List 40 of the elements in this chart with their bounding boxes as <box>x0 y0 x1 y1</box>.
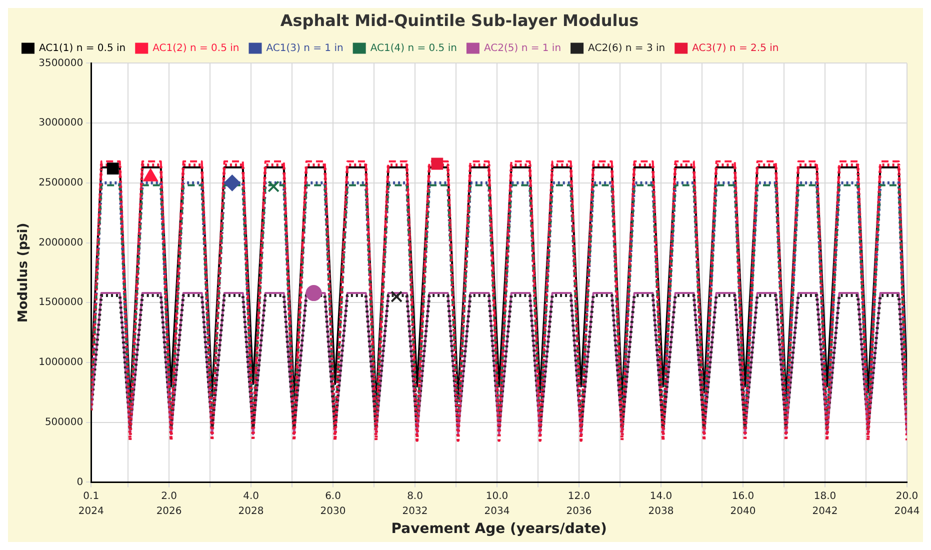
x2-tick-label: 2026 <box>156 506 182 517</box>
chart-title: Asphalt Mid-Quintile Sub-layer Modulus <box>280 10 639 30</box>
x-tick-label: 8.0 <box>407 490 423 502</box>
x-tick-label: 14.0 <box>650 490 672 502</box>
x-tick-label: 20.0 <box>896 490 918 502</box>
x2-tick-label: 2044 <box>894 506 920 517</box>
x2-tick-label: 2036 <box>566 506 592 517</box>
x-tick-label: 2.0 <box>161 490 177 502</box>
y-tick-label: 500000 <box>44 416 84 428</box>
y-tick-label: 3500000 <box>38 58 84 69</box>
y-tick-label: 0 <box>76 476 84 488</box>
x2-tick-label: 2040 <box>730 506 756 517</box>
x-tick-label: 6.0 <box>325 490 341 502</box>
y-tick-label: 3000000 <box>38 118 84 129</box>
legend-label: AC1(3) n = 1 in <box>266 42 344 54</box>
x2-tick-label: 2034 <box>484 506 510 517</box>
x2-tick-label: 2038 <box>648 506 674 517</box>
x2-tick-label: 2030 <box>320 506 346 517</box>
legend-label: AC1(4) n = 0.5 in <box>370 42 457 54</box>
x-tick-label: 18.0 <box>814 490 836 502</box>
x-axis-title: Pavement Age (years/date) <box>391 521 607 538</box>
y-tick-label: 1000000 <box>38 357 84 368</box>
y-tick-label: 2000000 <box>38 237 84 248</box>
y-axis-title: Modulus (psi) <box>16 222 32 323</box>
x-tick-label: 12.0 <box>568 490 590 502</box>
x-tick-label: 16.0 <box>732 490 754 502</box>
x-tick-label: 0.1 <box>83 490 100 502</box>
y-tick-label: 2500000 <box>38 178 84 189</box>
x2-tick-label: 2032 <box>402 506 428 517</box>
legend-label: AC1(1) n = 0.5 in <box>39 42 126 54</box>
legend-label: AC2(6) n = 3 in <box>588 42 666 54</box>
x-tick-label: 10.0 <box>486 490 508 502</box>
x2-tick-label: 2024 <box>78 506 104 517</box>
x2-tick-label: 2042 <box>812 506 838 517</box>
y-tick-label: 1500000 <box>38 297 84 308</box>
x2-tick-label: 2028 <box>238 506 264 517</box>
legend-label: AC2(5) n = 1 in <box>484 42 562 54</box>
legend-label: AC1(2) n = 0.5 in <box>152 42 240 54</box>
x-tick-label: 4.0 <box>243 490 259 502</box>
legend-label: AC3(7) n = 2.5 in <box>692 42 779 54</box>
